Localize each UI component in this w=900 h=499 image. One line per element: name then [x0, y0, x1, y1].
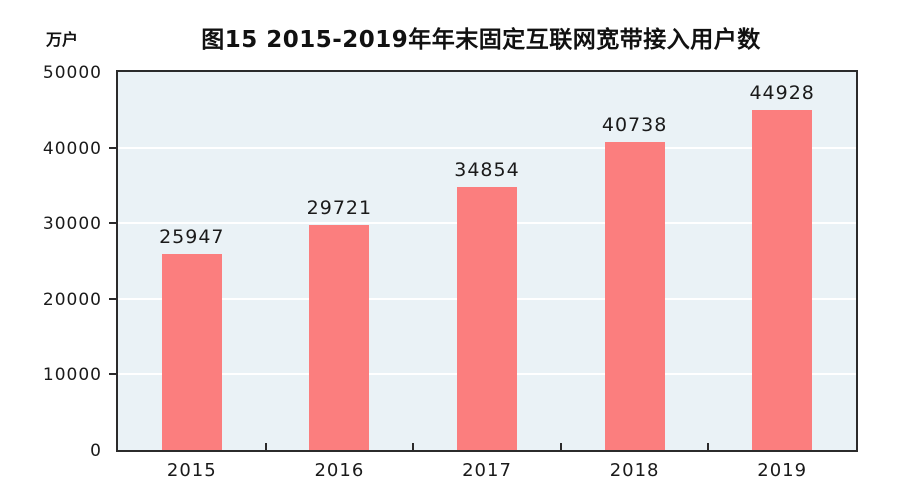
x-tick-label: 2015: [166, 460, 217, 481]
bar-slot: 44928: [708, 72, 856, 450]
x-tick-label: 2018: [609, 460, 660, 481]
bar-slot: 25947: [118, 72, 266, 450]
y-axis-tick-mark: [109, 146, 116, 149]
y-tick-label: 40000: [42, 138, 102, 159]
x-axis-tick-mark: [707, 443, 710, 450]
y-tick-label: 20000: [42, 289, 102, 310]
x-axis-tick-mark: [559, 443, 562, 450]
x-axis-tick-mark: [412, 443, 415, 450]
x-tick-label: 2016: [314, 460, 365, 481]
bar-value-label: 40738: [601, 114, 668, 137]
bar-value-label: 29721: [306, 197, 373, 220]
y-axis-unit-label: 万户: [46, 30, 79, 49]
bar-value-label: 25947: [159, 225, 225, 248]
y-axis-tick-mark: [109, 373, 116, 376]
bar-slot: 34854: [413, 72, 561, 450]
y-tick-label: 30000: [42, 214, 102, 235]
plot-area: 25947 29721 34854 40738 44928: [116, 70, 858, 452]
bar-slot: 29721: [266, 72, 414, 450]
x-axis-tick-mark: [264, 443, 267, 450]
y-tick-label: 0: [90, 441, 102, 461]
bar-value-label: 44928: [749, 82, 815, 105]
y-tick-label: 10000: [42, 365, 102, 386]
bar: [309, 225, 370, 450]
y-tick-label: 50000: [42, 63, 102, 83]
y-axis: 0 10000 20000 30000 40000 50000: [0, 65, 116, 460]
bar-slot: 40738: [561, 72, 709, 450]
bar: [604, 142, 665, 450]
gridline: [118, 146, 856, 149]
x-axis: 2015 2016 2017 2018 2019: [116, 458, 858, 484]
bar: [752, 110, 813, 450]
chart-title: 图15 2015-2019年年末固定互联网宽带接入用户数: [201, 27, 761, 53]
bar: [161, 253, 222, 450]
bar: [456, 186, 517, 450]
y-axis-tick-mark: [109, 222, 116, 225]
x-tick-label: 2017: [462, 460, 512, 481]
bar-value-label: 34854: [454, 158, 520, 181]
x-tick-label: 2019: [757, 460, 808, 481]
y-axis-tick-mark: [109, 297, 116, 300]
